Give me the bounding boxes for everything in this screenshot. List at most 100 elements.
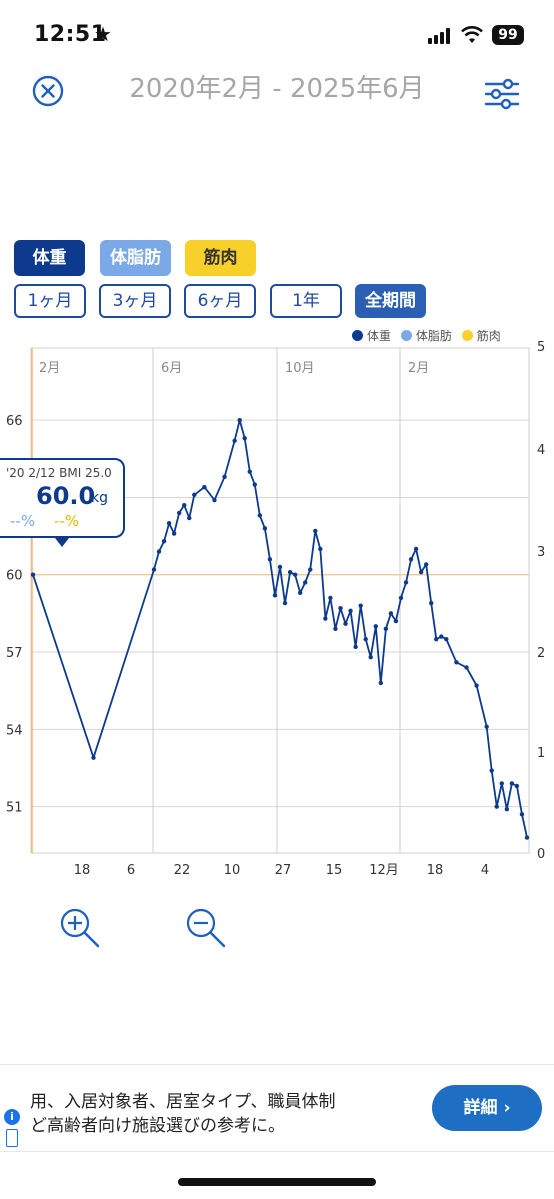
period-1-month-button[interactable]: 1ヶ月 [14, 284, 86, 318]
data-point [187, 515, 192, 521]
period-3-month-button[interactable]: 3ヶ月 [99, 284, 171, 318]
month-label: 2月 [408, 361, 429, 376]
data-point [272, 593, 278, 598]
data-point [398, 595, 404, 601]
data-point [222, 474, 227, 480]
data-point [489, 768, 494, 773]
data-point [318, 546, 323, 552]
data-point [423, 562, 429, 567]
data-point [348, 608, 353, 614]
data-point [328, 595, 333, 601]
y-tick-label: 66 [6, 414, 23, 429]
month-label: 2月 [39, 361, 60, 376]
data-point [413, 546, 419, 552]
ad-detail-button[interactable]: 詳細 › [432, 1085, 542, 1131]
data-point [323, 616, 328, 621]
data-point [247, 469, 252, 474]
data-point [524, 835, 530, 840]
chart-legend: 体重 体脂肪 筋肉 [352, 327, 507, 344]
y-right-tick-label: 3 [537, 545, 545, 560]
x-tick-label: 10 [224, 863, 241, 878]
data-point [277, 564, 283, 570]
data-point [484, 724, 489, 729]
signal-icon [428, 28, 454, 44]
y-right-tick-label: 2 [537, 646, 545, 661]
y-tick-label: 57 [6, 646, 23, 661]
tooltip-body-fat: --% [10, 512, 36, 530]
toggle-body-fat-button[interactable]: 体脂肪 [100, 240, 171, 276]
status-bar: 12:51 ★ 99 [0, 0, 554, 66]
tooltip-muscle: --% [54, 512, 80, 530]
data-point [161, 539, 167, 544]
y-tick-label: 54 [6, 723, 23, 738]
data-point [509, 781, 515, 786]
header: 2020年2月 - 2025年6月 [0, 60, 554, 120]
zoom-in-icon[interactable] [58, 906, 102, 950]
data-point [464, 665, 469, 670]
sliders-icon[interactable] [484, 78, 520, 110]
period-1-year-button[interactable]: 1年 [270, 284, 342, 318]
data-point [91, 755, 96, 760]
y-right-tick-label: 0 [537, 847, 545, 862]
data-point [454, 660, 459, 665]
data-point [444, 636, 449, 642]
data-point [292, 572, 298, 577]
x-tick-label: 15 [326, 863, 343, 878]
data-point [192, 492, 197, 498]
tooltip-pointer [55, 538, 69, 547]
data-point [333, 626, 338, 632]
tooltip-weight-value: 60.0 [36, 482, 96, 510]
y-right-tick-label: 1 [537, 746, 545, 761]
data-point [514, 783, 520, 789]
toggle-weight-button[interactable]: 体重 [14, 240, 85, 276]
data-point [363, 636, 368, 642]
data-point [171, 531, 177, 536]
data-point [257, 513, 263, 518]
data-point [313, 528, 318, 534]
data-point [393, 618, 399, 624]
data-point [212, 497, 217, 503]
data-point [383, 626, 389, 632]
data-point [303, 580, 308, 585]
plot-area [30, 347, 530, 854]
battery-icon: 99 [492, 25, 524, 45]
zoom-out-icon[interactable] [184, 906, 228, 950]
data-point [287, 569, 293, 575]
data-point [308, 567, 313, 572]
legend-item-body-fat: 体脂肪 [400, 329, 452, 343]
data-point [182, 502, 187, 508]
data-point [232, 438, 237, 443]
data-point [353, 644, 358, 650]
status-time: 12:51 [34, 22, 107, 47]
month-label: 6月 [161, 361, 182, 376]
period-6-month-button[interactable]: 6ヶ月 [184, 284, 256, 318]
data-point [358, 603, 363, 608]
ad-choices-icon[interactable] [6, 1129, 18, 1147]
toggle-muscle-button[interactable]: 筋肉 [185, 240, 256, 276]
close-circle-icon[interactable] [32, 75, 64, 107]
x-tick-label: 18 [427, 863, 444, 878]
month-label: 10月 [285, 361, 315, 376]
data-point [282, 600, 288, 606]
data-point [368, 654, 373, 660]
data-point [499, 781, 504, 786]
data-point [242, 435, 247, 441]
legend-item-weight: 体重 [352, 329, 391, 343]
period-all-button[interactable]: 全期間 [355, 284, 426, 318]
ad-banner[interactable]: 用、入居対象者、居室タイプ、職員体制 ど高齢者向け施設選びの参考に。 i 詳細 … [0, 1064, 554, 1152]
data-point [504, 806, 510, 812]
x-tick-label: 27 [275, 863, 292, 878]
data-point [338, 606, 343, 611]
ad-info-icon[interactable]: i [4, 1109, 20, 1125]
data-point [176, 510, 182, 516]
x-tick-label: 6 [127, 863, 135, 878]
data-point [151, 567, 157, 572]
data-point [156, 549, 162, 554]
data-point [30, 572, 36, 577]
legend-item-muscle: 筋肉 [461, 329, 501, 343]
data-point [343, 621, 348, 626]
data-point [408, 557, 414, 562]
data-point [418, 569, 424, 575]
data-point [429, 600, 434, 606]
